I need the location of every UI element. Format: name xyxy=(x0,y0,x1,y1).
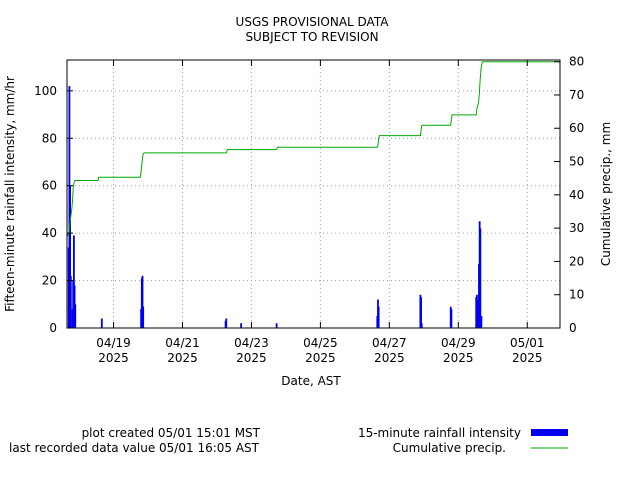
x-tick-label: 04/25 xyxy=(303,336,338,350)
intensity-bar xyxy=(480,316,483,328)
x-tick-year-label: 2025 xyxy=(167,351,198,365)
x-tick-label: 04/21 xyxy=(165,336,200,350)
x-tick-label: 04/23 xyxy=(234,336,269,350)
x-tick-year-label: 2025 xyxy=(443,351,474,365)
intensity-bar xyxy=(142,306,145,328)
right-y-tick-label: 0 xyxy=(569,321,577,335)
left-y-tick-label: 60 xyxy=(42,179,57,193)
x-tick-year-label: 2025 xyxy=(374,351,405,365)
right-y-tick-label: 10 xyxy=(569,288,584,302)
x-axis-label: Date, AST xyxy=(281,374,341,388)
plot-created-note: plot created 05/01 15:01 MST xyxy=(81,426,260,440)
left-y-axis-label: Fifteen-minute rainfall intensity, mm/hr xyxy=(3,76,17,312)
intensity-bar xyxy=(100,318,103,328)
left-y-tick-label: 40 xyxy=(42,226,57,240)
right-y-tick-label: 30 xyxy=(569,221,584,235)
header-line-2: SUBJECT TO REVISION xyxy=(245,30,378,44)
intensity-bar xyxy=(69,185,72,328)
intensity-bar xyxy=(476,299,479,328)
left-y-tick-label: 0 xyxy=(49,321,57,335)
x-tick-year-label: 2025 xyxy=(236,351,267,365)
right-y-tick-label: 60 xyxy=(569,121,584,135)
x-tick-label: 05/01 xyxy=(510,336,545,350)
intensity-bar xyxy=(74,304,77,328)
cumulative-series-line xyxy=(66,61,560,237)
intensity-bar xyxy=(225,318,228,328)
intensity-bar xyxy=(450,309,453,328)
cumulative-line xyxy=(66,61,560,237)
intensity-bar xyxy=(72,235,75,328)
intensity-bar xyxy=(420,323,423,328)
x-tick-label: 04/27 xyxy=(372,336,407,350)
axis-ticks: 0204060801000102030405060708004/19202504… xyxy=(34,55,584,365)
legend-intensity-label: 15-minute rainfall intensity xyxy=(358,426,521,440)
intensity-bars xyxy=(67,86,483,328)
right-y-axis-label: Cumulative precip., mm xyxy=(599,122,613,266)
x-tick-label: 04/29 xyxy=(441,336,476,350)
intensity-bar xyxy=(377,306,380,328)
x-tick-year-label: 2025 xyxy=(98,351,129,365)
x-tick-label: 04/19 xyxy=(96,336,131,350)
x-tick-year-label: 2025 xyxy=(305,351,336,365)
legend-intensity-swatch xyxy=(531,429,568,436)
left-y-tick-label: 80 xyxy=(42,131,57,145)
right-y-tick-label: 20 xyxy=(569,254,584,268)
grid xyxy=(67,60,560,328)
left-y-tick-label: 20 xyxy=(42,274,57,288)
intensity-bar xyxy=(69,275,72,328)
last-recorded-note: last recorded data value 05/01 16:05 AST xyxy=(9,441,259,455)
intensity-bar xyxy=(141,275,144,328)
legend-cumulative-label: Cumulative precip. xyxy=(393,441,506,455)
x-tick-year-label: 2025 xyxy=(512,351,543,365)
right-y-tick-label: 40 xyxy=(569,188,584,202)
intensity-bar xyxy=(240,323,243,328)
right-y-tick-label: 70 xyxy=(569,88,584,102)
intensity-bar xyxy=(479,228,482,328)
right-y-tick-label: 80 xyxy=(569,55,584,69)
right-y-tick-label: 50 xyxy=(569,155,584,169)
intensity-bar xyxy=(420,297,422,328)
plot-frame xyxy=(66,59,561,329)
left-y-tick-label: 100 xyxy=(34,84,57,98)
intensity-bar xyxy=(275,323,278,328)
header-line-1: USGS PROVISIONAL DATA xyxy=(236,15,390,29)
legend: 15-minute rainfall intensity Cumulative … xyxy=(358,426,568,455)
